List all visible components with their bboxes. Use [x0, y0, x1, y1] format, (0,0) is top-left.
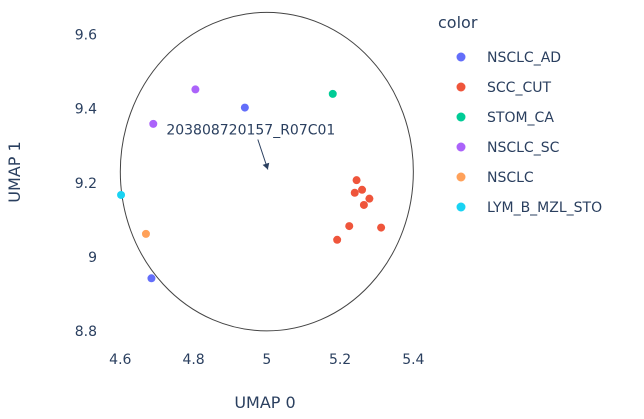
- x-tick-label: 4.8: [182, 352, 204, 368]
- data-point: [352, 176, 361, 185]
- data-point: [365, 194, 374, 203]
- annotation-label: 203808720157_R07C01: [166, 123, 335, 139]
- x-tick-label: 4.6: [109, 352, 131, 368]
- data-point: [191, 85, 200, 94]
- data-point: [333, 235, 342, 244]
- y-axis-title: UMAP 1: [5, 141, 24, 202]
- legend-item-label[interactable]: STOM_CA: [487, 110, 554, 126]
- x-tick-label: 5.4: [402, 352, 424, 368]
- y-axis-ticks: 8.8 9 9.2 9.4 9.6: [75, 28, 97, 340]
- x-axis-ticks: 4.6 4.8 5 5.2 5.4: [109, 352, 424, 368]
- data-point: [240, 103, 249, 112]
- legend-item-label[interactable]: NSCLC_SC: [487, 140, 560, 156]
- legend-item-label[interactable]: NSCLC: [487, 170, 534, 186]
- legend-marker[interactable]: [456, 82, 466, 92]
- annotation-arrowhead: [262, 162, 270, 170]
- y-tick-label: 9.2: [75, 176, 97, 192]
- y-tick-label: 9.4: [75, 102, 97, 118]
- y-tick-label: 9.6: [75, 28, 97, 44]
- data-point: [359, 200, 368, 209]
- x-axis-title: UMAP 0: [234, 393, 295, 412]
- circle-shape: [119, 11, 414, 332]
- legend-marker[interactable]: [456, 112, 466, 122]
- data-point: [377, 223, 386, 232]
- data-point: [358, 185, 367, 194]
- legend-marker[interactable]: [456, 142, 466, 152]
- data-point: [345, 222, 354, 231]
- legend[interactable]: NSCLC_AD SCC_CUT STOM_CA NSCLC_SC NSCLC LYM_B…: [456, 50, 603, 216]
- x-tick-label: 5.2: [329, 352, 351, 368]
- legend-marker[interactable]: [456, 52, 466, 62]
- data-point: [149, 119, 158, 128]
- legend-item-label[interactable]: NSCLC_AD: [487, 50, 561, 66]
- annotations-layer: 203808720157_R07C01: [166, 123, 335, 170]
- x-tick-label: 5: [262, 352, 271, 368]
- legend-marker[interactable]: [456, 202, 466, 212]
- legend-item-label[interactable]: LYM_B_MZL_STO: [487, 200, 602, 216]
- data-point: [141, 229, 150, 238]
- data-point: [350, 188, 359, 197]
- shapes-layer: [119, 11, 414, 332]
- legend-title: color: [438, 13, 478, 32]
- y-tick-label: 9: [88, 250, 97, 266]
- legend-item-label[interactable]: SCC_CUT: [487, 80, 551, 96]
- legend-marker[interactable]: [456, 172, 466, 182]
- data-point: [328, 89, 337, 98]
- plot-background: [102, 5, 428, 342]
- data-point: [117, 190, 126, 199]
- data-point: [147, 274, 156, 283]
- data-points: [117, 85, 386, 283]
- y-tick-label: 8.8: [75, 324, 97, 340]
